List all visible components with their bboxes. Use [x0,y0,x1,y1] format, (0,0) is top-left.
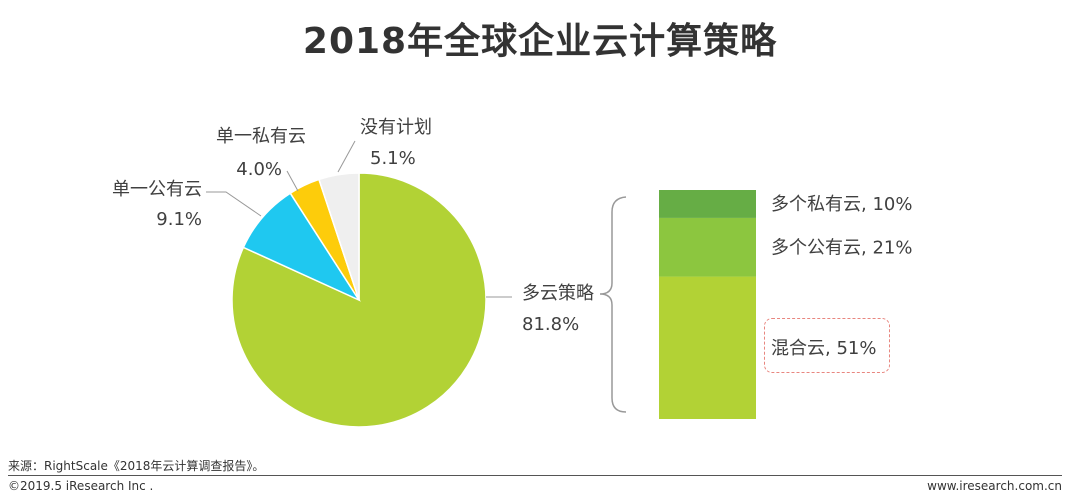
chart-title: 2018年全球企业云计算策略 [302,21,778,62]
pie-leader-1 [206,191,262,217]
copyright: ©2019.5 iResearch Inc . [8,479,154,493]
pie-label-value-1: 9.1% [156,209,202,230]
pie-chart: 多云策略 81.8% 单一公有云 9.1% 单一私有云 4.0% 没有计划 5.1% [112,117,594,428]
footer-divider [8,475,1062,476]
pie-label-name-0: 多云策略 [522,283,594,304]
bar-segment-1 [659,217,756,277]
bracket-brace [599,196,627,413]
pie-leader-2 [286,170,299,192]
pie-label-value-2: 4.0% [236,159,282,180]
pie-leader-3 [337,140,356,173]
pie-label-name-1: 单一公有云 [112,179,202,200]
pie-label-name-2: 单一私有云 [216,126,306,147]
bar-label-1: 多个公有云, 21% [771,237,912,258]
bar-label-2: 多个私有云, 10% [771,194,912,215]
source-note: 来源：RightScale《2018年云计算调查报告》。 [8,459,265,473]
bar-segment-2 [659,190,756,218]
bar-segment-0 [659,276,756,419]
bar-label-0: 混合云, 51% [771,338,876,359]
pie-label-name-3: 没有计划 [360,117,432,138]
pie-label-value-0: 81.8% [522,314,579,335]
stacked-bar: 混合云, 51% 多个公有云, 21% 多个私有云, 10% [659,190,912,419]
pie-slice-3 [318,172,360,301]
pie-label-value-3: 5.1% [370,148,416,169]
highlight-box [764,318,890,373]
website: www.iresearch.com.cn [927,479,1062,493]
